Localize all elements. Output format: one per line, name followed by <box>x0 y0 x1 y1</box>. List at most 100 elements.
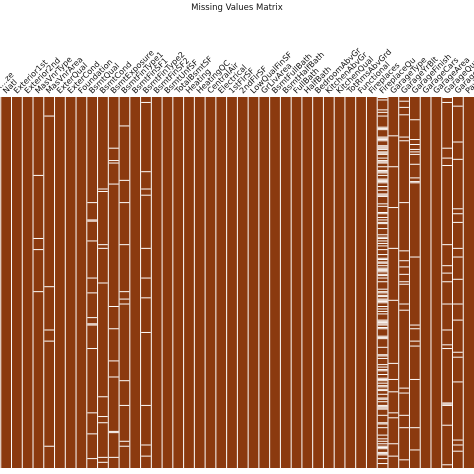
missing-cell <box>399 202 409 204</box>
missing-cell <box>399 136 409 138</box>
missing-cell <box>410 119 420 121</box>
missing-marks <box>33 97 463 466</box>
missing-cell <box>453 319 463 321</box>
missing-cell <box>377 404 388 406</box>
missing-cell <box>388 391 399 393</box>
missing-cell <box>377 249 388 251</box>
missing-cell <box>410 153 420 155</box>
missing-cell <box>388 417 399 419</box>
missing-cell <box>399 250 409 252</box>
missing-cell <box>377 397 388 399</box>
missing-cell <box>377 148 388 150</box>
missing-cell <box>141 171 151 173</box>
missing-cell <box>377 221 388 223</box>
missing-cell <box>87 324 97 326</box>
missing-cell <box>377 336 388 338</box>
missing-cell <box>119 179 130 181</box>
missing-cell <box>377 374 388 375</box>
missing-cell <box>399 100 409 102</box>
missing-cell <box>377 448 388 450</box>
missing-cell <box>377 181 388 183</box>
missing-cell <box>377 267 388 269</box>
missing-cell <box>377 427 388 429</box>
missing-cell <box>377 451 388 453</box>
missing-cell <box>377 275 388 277</box>
missing-cell <box>141 404 151 406</box>
missing-cell <box>388 455 399 457</box>
missing-cell <box>377 407 388 409</box>
missing-cell <box>377 366 388 368</box>
missing-cell <box>399 140 409 142</box>
missing-cell <box>377 172 388 174</box>
missing-cell <box>108 360 119 362</box>
missing-cell <box>377 262 388 264</box>
missing-cell <box>87 323 97 325</box>
missing-cell <box>453 278 463 280</box>
missing-cell <box>87 220 97 222</box>
missing-cell <box>377 292 388 294</box>
missing-cell <box>377 254 388 256</box>
missing-cell <box>98 244 108 246</box>
missing-cell <box>119 445 130 447</box>
missing-cell <box>377 268 388 270</box>
missing-cell <box>377 390 388 392</box>
missing-cell <box>119 440 130 442</box>
missing-cell <box>399 114 409 116</box>
missing-cell <box>399 260 409 262</box>
missing-cell <box>453 105 463 107</box>
missing-cell <box>377 140 388 142</box>
missing-cell <box>377 115 388 117</box>
missing-cell <box>399 283 409 285</box>
missing-cell <box>377 111 388 113</box>
missing-cell <box>453 158 463 160</box>
missing-cell <box>377 139 388 141</box>
missing-cell <box>377 335 388 337</box>
missing-cell <box>377 257 388 259</box>
missing-cell <box>377 237 388 239</box>
missing-cell <box>377 306 388 307</box>
missing-cell <box>377 203 388 205</box>
missing-cell <box>453 381 463 383</box>
missing-cell <box>377 386 388 388</box>
missing-cell <box>108 162 119 164</box>
missing-cell <box>377 298 388 300</box>
missing-cell <box>410 181 420 183</box>
missing-cell <box>377 319 388 321</box>
missing-cell <box>377 294 388 296</box>
missing-cell <box>87 202 97 204</box>
missing-cell <box>377 137 388 139</box>
missing-cell <box>87 292 97 294</box>
missing-cell <box>453 141 463 143</box>
missing-cell <box>119 125 130 127</box>
missing-cell <box>377 296 388 298</box>
missing-cell <box>377 354 388 356</box>
missing-cell <box>377 166 388 168</box>
missing-cell <box>119 303 130 305</box>
missing-cell <box>453 444 463 446</box>
missing-cell <box>98 416 108 418</box>
missing-cell <box>377 288 388 290</box>
missing-cell <box>141 101 151 103</box>
missing-cell <box>377 401 388 403</box>
missing-cell <box>377 463 388 465</box>
missing-cell <box>388 443 399 445</box>
missing-cell <box>377 434 388 436</box>
missing-cell <box>388 166 399 168</box>
missing-cell <box>377 393 388 395</box>
missing-cell <box>119 244 130 246</box>
missing-cell <box>453 450 463 452</box>
missing-cell <box>377 271 388 273</box>
missing-cell <box>442 402 452 404</box>
missing-cell <box>377 301 388 303</box>
column-separators <box>0 97 464 468</box>
missing-cell <box>377 327 388 329</box>
missing-cell <box>141 188 151 190</box>
missing-cell <box>377 219 388 221</box>
missing-cell <box>377 377 388 379</box>
missing-cell <box>410 151 420 153</box>
missing-cell <box>377 440 388 442</box>
missing-cell <box>108 160 119 162</box>
missing-cell <box>453 208 463 210</box>
missing-cell <box>377 406 388 408</box>
missing-cell <box>377 145 388 147</box>
